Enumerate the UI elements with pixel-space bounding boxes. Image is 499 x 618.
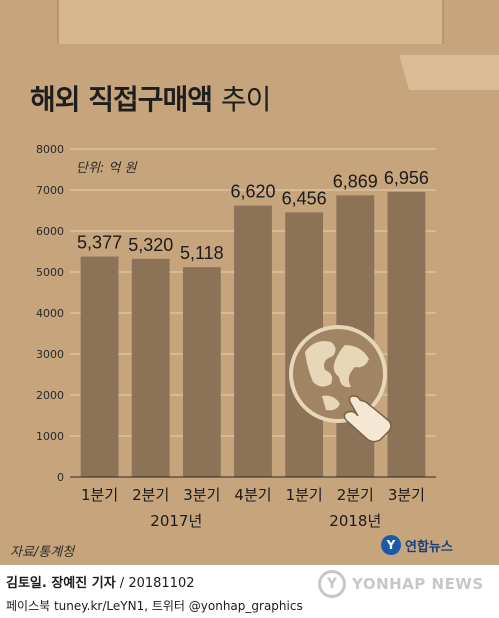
x-axis-years: 2017년 2018년	[150, 512, 381, 530]
bars	[80, 191, 426, 477]
x-axis-categories: 1분기 2분기 3분기 4분기 1분기 2분기 3분기	[81, 486, 425, 504]
chart-title-main: 해외 직접구매액	[30, 83, 213, 116]
chart-title-sub: 추이	[220, 83, 272, 116]
y-tick-label: 0	[57, 471, 64, 484]
bar	[234, 205, 272, 477]
bar-value-label: 5,320	[128, 235, 173, 255]
credit-names: 김토일. 장예진 기자	[6, 576, 116, 591]
yonhap-logo: Y 연합뉴스	[381, 535, 453, 555]
bar-value-label: 5,377	[77, 233, 122, 253]
credit-line: 김토일. 장예진 기자 / 20181102	[6, 572, 194, 591]
bar	[80, 256, 119, 477]
x-category-label: 1분기	[81, 486, 118, 504]
x-category-label: 3분기	[388, 486, 425, 504]
bar-value-label: 6,620	[230, 182, 275, 202]
x-year-label: 2018년	[329, 512, 381, 530]
bar-value-label: 6,456	[282, 188, 327, 208]
bar	[131, 258, 170, 477]
y-tick-label: 7000	[36, 184, 64, 197]
y-tick-label: 1000	[36, 430, 64, 443]
yonhap-logo-text: 연합뉴스	[405, 539, 453, 555]
x-category-label: 3분기	[183, 486, 220, 504]
y-tick-label: 2000	[36, 389, 64, 402]
x-category-label: 1분기	[286, 486, 323, 504]
yonhap-news-watermark: Y YONHAP NEWS	[318, 570, 484, 598]
watermark-text: YONHAP NEWS	[352, 575, 484, 593]
y-axis-ticks: 0 1000 2000 3000 4000 5000 6000 7000 8000	[36, 143, 64, 484]
x-category-label: 2분기	[337, 486, 374, 504]
x-category-label: 2분기	[132, 486, 169, 504]
bar-value-label: 5,118	[180, 243, 224, 263]
watermark-logo-icon: Y	[318, 570, 346, 598]
chart-title: 해외 직접구매액 추이	[30, 78, 272, 118]
source-label: 자료/통계청	[10, 545, 75, 560]
bar-value-label: 6,869	[333, 171, 378, 191]
bar-value-label: 6,956	[384, 168, 429, 188]
globe-cursor-icon	[289, 325, 392, 443]
y-tick-label: 5000	[36, 266, 64, 279]
x-year-label: 2017년	[150, 512, 202, 530]
packing-tape	[58, 0, 443, 44]
y-tick-label: 6000	[36, 225, 64, 238]
social-links: 페이스북 tuney.kr/LeYN1, 트위터 @yonhap_graphic…	[6, 599, 303, 613]
y-tick-label: 8000	[36, 143, 64, 156]
yonhap-logo-icon: Y	[381, 535, 401, 555]
y-tick-label: 3000	[36, 348, 64, 361]
x-category-label: 4분기	[234, 486, 271, 504]
bar	[387, 191, 426, 477]
y-tick-label: 4000	[36, 307, 64, 320]
credit-date: / 20181102	[115, 576, 195, 591]
bar	[182, 267, 221, 477]
value-labels: 5,377 5,320 5,118 6,620 6,456 6,869 6,956	[77, 168, 429, 263]
unit-label: 단위: 억 원	[76, 161, 137, 176]
